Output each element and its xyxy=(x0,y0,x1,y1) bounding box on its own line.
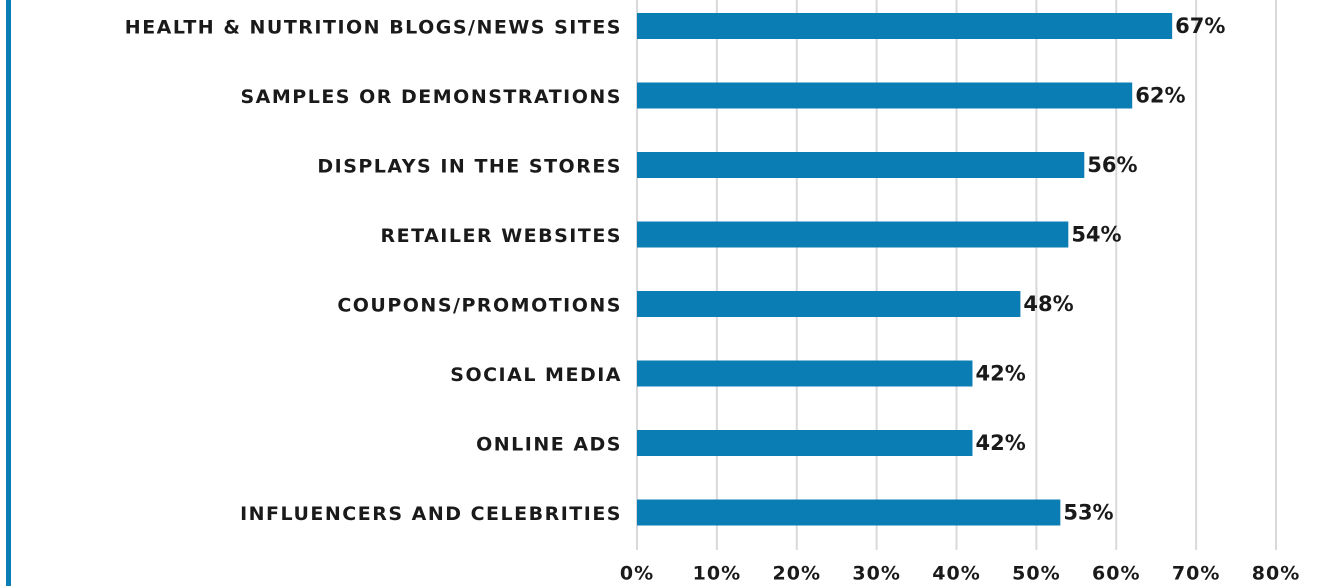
y-tick-label: COUPONS/PROMOTIONS xyxy=(337,295,622,317)
y-tick-label: SOCIAL MEDIA xyxy=(450,364,622,386)
x-tick-label: 40% xyxy=(932,563,980,585)
value-label: 42% xyxy=(975,431,1025,455)
y-tick-label: HEALTH & NUTRITION BLOGS/NEWS SITES xyxy=(125,17,622,39)
value-label: 42% xyxy=(975,362,1025,386)
x-tick-label: 30% xyxy=(852,563,900,585)
bar xyxy=(637,291,1021,317)
y-tick-label: ONLINE ADS xyxy=(476,434,622,456)
x-tick-label: 10% xyxy=(693,563,741,585)
y-tick-label: DISPLAYS IN THE STORES xyxy=(317,156,622,178)
x-tick-label: 70% xyxy=(1172,563,1220,585)
value-label: 62% xyxy=(1135,84,1185,108)
value-label: 67% xyxy=(1175,14,1225,38)
value-label: 48% xyxy=(1023,292,1073,316)
x-tick-label: 0% xyxy=(620,563,654,585)
bar xyxy=(637,152,1085,178)
bar xyxy=(637,499,1061,526)
bar xyxy=(637,360,973,387)
x-tick-label: 60% xyxy=(1092,563,1140,585)
y-tick-label: RETAILER WEBSITES xyxy=(381,225,623,247)
bar xyxy=(637,221,1069,248)
left-border xyxy=(6,0,11,586)
bar xyxy=(637,13,1173,39)
value-label: 54% xyxy=(1071,223,1121,247)
bar xyxy=(637,430,973,456)
x-tick-label: 20% xyxy=(773,563,821,585)
bar xyxy=(637,82,1133,109)
x-tick-label: 80% xyxy=(1252,563,1300,585)
value-label: 53% xyxy=(1063,501,1113,525)
x-tick-label: 50% xyxy=(1012,563,1060,585)
y-tick-label: SAMPLES OR DEMONSTRATIONS xyxy=(241,86,623,108)
value-label: 56% xyxy=(1087,153,1137,177)
y-tick-label: INFLUENCERS AND CELEBRITIES xyxy=(240,503,622,525)
